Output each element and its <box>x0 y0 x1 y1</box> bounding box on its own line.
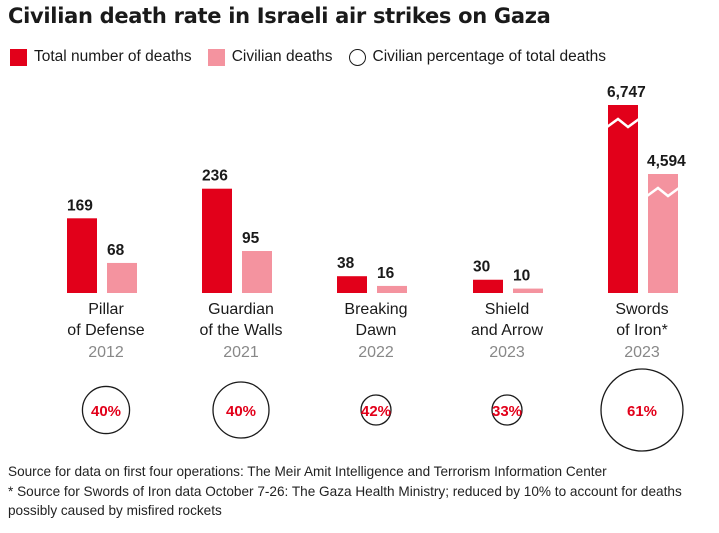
category-label-line2: of Iron* <box>616 322 668 339</box>
bar-civilian <box>107 262 137 293</box>
percentage-circle <box>81 385 131 435</box>
category-year: 2012 <box>88 344 124 361</box>
legend-label-percentage: Civilian percentage of total deaths <box>372 48 607 65</box>
bar-civilian <box>513 288 543 293</box>
axis-break-civilian <box>646 186 680 198</box>
bar-total <box>608 105 638 293</box>
legend-item-civilian: Civilian deaths <box>207 48 333 66</box>
legend: Total number of deaths Civilian deaths C… <box>10 46 622 68</box>
axis-break-total <box>606 117 640 129</box>
value-label-total: 30 <box>473 259 490 276</box>
value-label-total: 6,747 <box>607 84 646 101</box>
percentage-circle <box>600 368 684 452</box>
value-label-civilian: 95 <box>242 230 260 247</box>
bar-chart: 169 68 Pillar of Defense 2012 40% 236 95 Guardia… <box>67 84 686 452</box>
bar-civilian <box>242 251 272 293</box>
category-label-line2: Dawn <box>356 322 397 339</box>
category-year: 2022 <box>358 344 394 361</box>
value-label-total: 38 <box>337 255 355 272</box>
chart-title: Civilian death rate in Israeli air strik… <box>8 4 551 28</box>
legend-item-percentage: Civilian percentage of total deaths <box>348 48 607 66</box>
footnote-swords-of-iron: * Source for Swords of Iron data October… <box>8 483 682 519</box>
percentage-label: 40% <box>91 403 121 420</box>
bar-total <box>202 188 232 293</box>
value-label-civilian: 10 <box>513 268 530 285</box>
category-label-line1: Shield <box>485 301 529 318</box>
bar-total <box>473 279 503 293</box>
legend-circle-icon <box>348 48 366 66</box>
category-year: 2023 <box>489 344 525 361</box>
percentage-label: 33% <box>492 403 522 420</box>
category-label-line2: of Defense <box>67 322 144 339</box>
category-label-line2: and Arrow <box>471 322 543 339</box>
percentage-label: 61% <box>627 403 657 420</box>
legend-label-total: Total number of deaths <box>34 48 192 65</box>
percentage-circle <box>360 394 392 426</box>
category-year: 2023 <box>624 344 660 361</box>
legend-swatch-civilian <box>207 48 225 66</box>
category-label-line1: Guardian <box>208 301 274 318</box>
value-label-civilian: 4,594 <box>647 153 686 170</box>
value-label-civilian: 68 <box>107 242 125 259</box>
bar-total <box>67 218 97 293</box>
legend-label-civilian: Civilian deaths <box>231 48 333 65</box>
bar-civilian <box>377 285 407 293</box>
legend-swatch-total <box>10 48 27 66</box>
category-label-line1: Breaking <box>344 301 407 318</box>
legend-item-total: Total number of deaths <box>10 48 192 66</box>
percentage-circle <box>491 394 523 426</box>
percentage-label: 42% <box>361 403 391 420</box>
category-label-line2: of the Walls <box>200 322 283 339</box>
percentage-label: 40% <box>226 403 256 420</box>
percentage-circle <box>212 381 270 439</box>
value-label-civilian: 16 <box>377 265 395 282</box>
value-label-total: 169 <box>67 197 93 214</box>
footnotes: Source for data on first four operations… <box>8 462 714 521</box>
category-year: 2021 <box>223 344 259 361</box>
value-label-total: 236 <box>202 168 228 185</box>
bar-total <box>337 276 367 293</box>
category-label-line1: Swords <box>615 301 668 318</box>
footnote-source: Source for data on first four operations… <box>8 464 607 479</box>
category-label-line1: Pillar <box>88 301 124 318</box>
